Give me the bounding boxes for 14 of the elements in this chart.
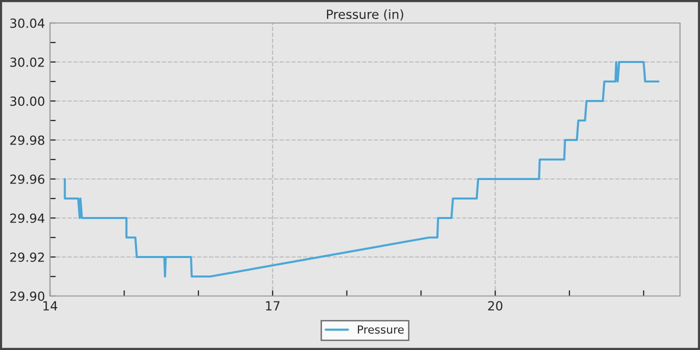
line-series [64, 60, 660, 278]
x-tick-label: 14 [43, 301, 58, 310]
x-tick-label: 17 [266, 301, 280, 310]
y-tick-label: 29.90 [10, 291, 44, 301]
y-tick-label: 30.04 [10, 18, 44, 28]
y-tick-label: 30.02 [10, 57, 44, 67]
y-tick-label: 29.96 [10, 174, 44, 184]
x-tick-label: 20 [488, 301, 502, 311]
y-tick-label: 30.00 [10, 96, 44, 106]
y-tick-label: 29.94 [10, 213, 44, 223]
legend-label: Pressure [358, 325, 404, 334]
y-tick-label: 29.92 [10, 252, 44, 262]
chart-title: Pressure (in) [326, 9, 404, 20]
y-tick-label: 29.98 [10, 135, 44, 145]
